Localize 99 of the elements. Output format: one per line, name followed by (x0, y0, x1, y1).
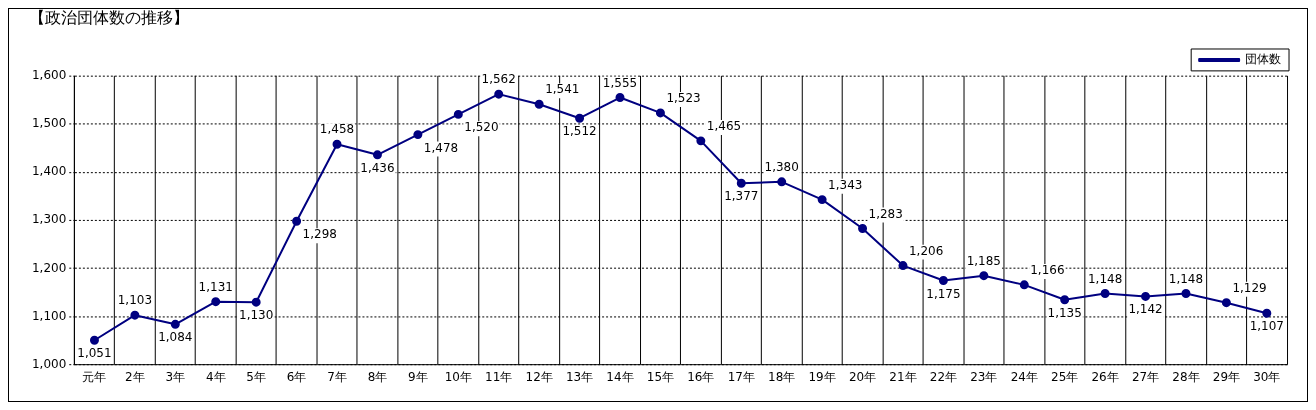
data-label: 1,541 (545, 82, 580, 97)
point (615, 93, 625, 103)
point (170, 319, 180, 329)
point (453, 109, 463, 119)
point (1221, 298, 1231, 308)
data-label: 1,148 (1168, 271, 1204, 286)
x-tick-label: 8年 (367, 370, 388, 385)
x-tick-label: 12年 (525, 370, 553, 385)
point (736, 178, 746, 188)
x-tick-label: 7年 (327, 370, 347, 385)
x-tick-label: 5年 (246, 370, 266, 385)
point (817, 195, 827, 205)
x-tick-label: 4年 (205, 370, 226, 385)
point (655, 108, 665, 118)
point (1019, 280, 1029, 290)
x-tick-label: 23年 (970, 370, 998, 385)
y-tick-label: 1,000 (31, 356, 67, 371)
x-tick-label: 20年 (848, 370, 877, 385)
x-tick-label: 18年 (768, 370, 796, 385)
x-tick-label: 14年 (606, 370, 634, 385)
point (777, 177, 787, 187)
point (413, 130, 423, 140)
data-label: 1,051 (77, 346, 112, 361)
x-tick-label: 26年 (1091, 370, 1119, 385)
x-tick-label: 15年 (646, 370, 675, 385)
x-tick-label: 2年 (125, 370, 145, 385)
point (130, 310, 140, 320)
point (1181, 289, 1191, 298)
point (211, 297, 221, 307)
data-label: 1,465 (706, 119, 742, 134)
x-tick-label: 30年 (1253, 370, 1281, 385)
x-tick-label: 24年 (1010, 370, 1038, 385)
x-tick-label: 9年 (408, 370, 428, 385)
point (494, 89, 504, 99)
data-label: 1,166 (1030, 263, 1065, 278)
data-label: 1,283 (868, 206, 903, 221)
point (575, 113, 585, 123)
data-label: 1,562 (481, 72, 516, 87)
data-label: 1,142 (1128, 302, 1163, 317)
point (938, 276, 948, 285)
y-tick-label: 1,100 (31, 308, 67, 323)
data-label: 1,107 (1249, 319, 1284, 334)
x-tick-label: 19年 (808, 370, 836, 385)
point (534, 99, 544, 109)
data-label: 1,130 (239, 308, 274, 323)
y-tick-label: 1,200 (31, 260, 67, 275)
point (979, 271, 989, 281)
x-tick-label: 22年 (929, 370, 958, 385)
x-tick-label: 27年 (1131, 370, 1160, 385)
data-label: 1,175 (926, 286, 961, 301)
data-label: 1,436 (360, 160, 395, 175)
point (332, 139, 342, 149)
data-label: 1,520 (464, 120, 499, 135)
data-label: 1,103 (117, 293, 153, 308)
x-tick-label: 11年 (485, 370, 513, 385)
x-tick-label: 6年 (286, 370, 307, 385)
point (1141, 291, 1151, 301)
x-tick-label: 28年 (1172, 370, 1200, 385)
point (858, 224, 868, 233)
data-label: 1,523 (666, 91, 701, 106)
x-tick-label: 13年 (565, 370, 594, 385)
point (89, 335, 99, 345)
data-label: 1,084 (158, 330, 193, 345)
data-label: 1,458 (319, 122, 355, 137)
data-label: 1,380 (764, 160, 799, 174)
y-tick-label: 1,500 (31, 116, 67, 131)
y-tick-label: 1,600 (31, 67, 67, 82)
x-tick-label: 25年 (1051, 370, 1079, 385)
x-tick-label: 17年 (727, 370, 755, 385)
data-label: 1,298 (302, 227, 337, 242)
point (696, 136, 706, 146)
data-label: 1,206 (908, 243, 944, 258)
point (251, 297, 261, 307)
point (1262, 308, 1272, 318)
data-label: 1,129 (1232, 280, 1267, 295)
data-label: 1,555 (602, 75, 638, 90)
point (372, 150, 382, 160)
data-label: 1,131 (198, 279, 233, 294)
chart-title: 【政治団体数の推移】 (28, 7, 190, 27)
data-label: 1,377 (724, 189, 759, 204)
x-tick-label: 3年 (165, 370, 186, 385)
x-tick-label: 元年 (82, 370, 107, 385)
data-label: 1,135 (1047, 305, 1082, 320)
point (292, 216, 302, 226)
y-tick-label: 1,300 (31, 212, 67, 227)
y-tick-label: 1,400 (31, 164, 67, 179)
data-label: 1,148 (1087, 271, 1123, 286)
legend-label: 団体数 (1245, 52, 1282, 67)
point (898, 261, 908, 271)
x-tick-label: 10年 (444, 370, 472, 385)
x-tick-label: 29年 (1212, 370, 1241, 385)
data-label: 1,512 (562, 124, 597, 139)
data-label: 1,478 (423, 140, 459, 155)
data-label: 1,343 (828, 177, 863, 192)
x-tick-label: 21年 (889, 370, 917, 385)
point (1100, 289, 1110, 298)
data-label: 1,185 (966, 253, 1001, 268)
x-tick-label: 16年 (687, 370, 715, 385)
point (1060, 295, 1070, 305)
